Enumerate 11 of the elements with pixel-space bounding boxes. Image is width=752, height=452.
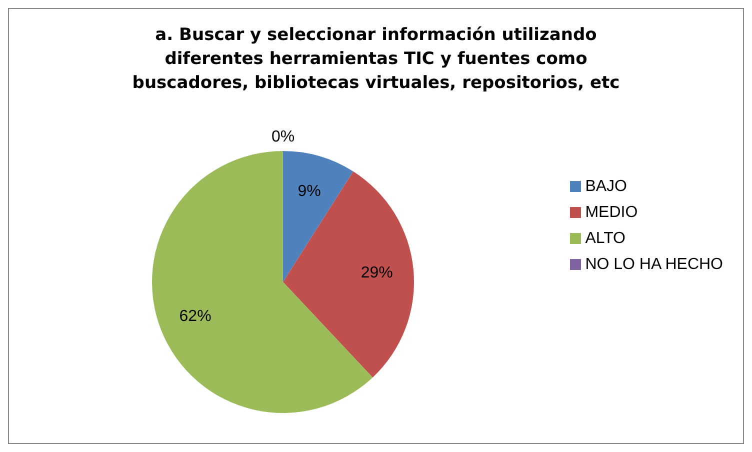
data-label: 9% [298,182,321,200]
text: 0% [271,128,295,146]
legend-label: MEDIO [585,204,638,221]
pie-slice [283,171,414,378]
chart-title: a. Buscar y seleccionar información utilizando diferentes herramientas TIC y fuentes como buscadores, bibliotecas virtuales, repositorios, etc [131,24,621,95]
legend-label: BAJO [585,178,627,195]
data-label: 29% [360,264,393,282]
legend-label: ALTO [585,230,626,247]
data-label: 62% [179,308,212,326]
legend-label: NO LO HA HECHO [585,256,723,273]
pie-slice [283,151,354,282]
